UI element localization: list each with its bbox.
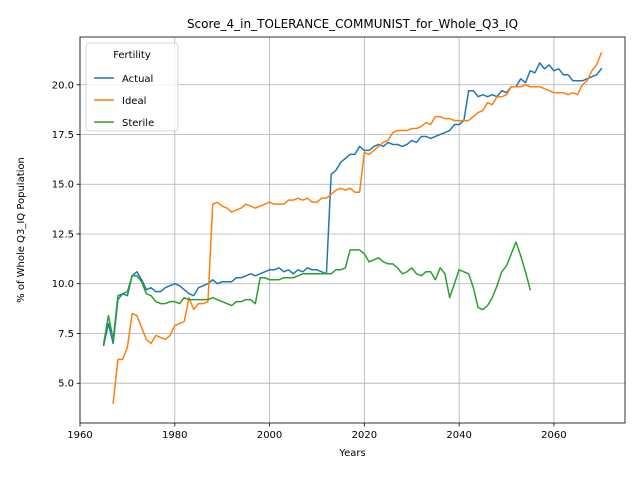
legend-label-sterile: Sterile (122, 118, 154, 129)
x-tick-label: 2020 (352, 430, 377, 441)
series-line-actual (102, 62, 603, 347)
y-tick-label: 7.5 (58, 329, 74, 340)
y-tick-label: 15.0 (52, 180, 74, 191)
y-axis-label: % of Whole Q3_IQ Population (16, 157, 27, 303)
legend-title: Fertility (113, 50, 151, 61)
legend-label-actual: Actual (122, 74, 153, 85)
y-tick-label: 17.5 (52, 130, 74, 141)
series-line-sterile (102, 241, 532, 345)
x-tick-label: 2060 (541, 430, 566, 441)
legend: Fertility Actual Ideal Sterile (85, 42, 179, 132)
x-axis-ticks: 1960 1980 2000 2020 2040 2060 (67, 423, 567, 441)
legend-entries: Actual Ideal Sterile (94, 74, 154, 129)
y-tick-label: 20.0 (52, 80, 74, 91)
series-line-ideal (112, 51, 603, 404)
y-tick-label: 12.5 (52, 229, 74, 240)
legend-label-ideal: Ideal (122, 96, 146, 107)
x-axis-label: Years (338, 448, 365, 459)
x-tick-label: 2040 (446, 430, 471, 441)
series-lines (102, 51, 603, 404)
legend-box (85, 42, 179, 132)
y-tick-label: 5.0 (58, 379, 74, 390)
x-tick-label: 2000 (257, 430, 282, 441)
y-axis-ticks: 5.0 7.5 10.0 12.5 15.0 17.5 20.0 (52, 80, 80, 390)
x-tick-label: 1980 (162, 430, 187, 441)
y-tick-label: 10.0 (52, 279, 74, 290)
chart-title: Score_4_in_TOLERANCE_COMMUNIST_for_Whole… (187, 17, 518, 31)
x-tick-label: 1960 (67, 430, 92, 441)
plot-frame (79, 36, 626, 424)
